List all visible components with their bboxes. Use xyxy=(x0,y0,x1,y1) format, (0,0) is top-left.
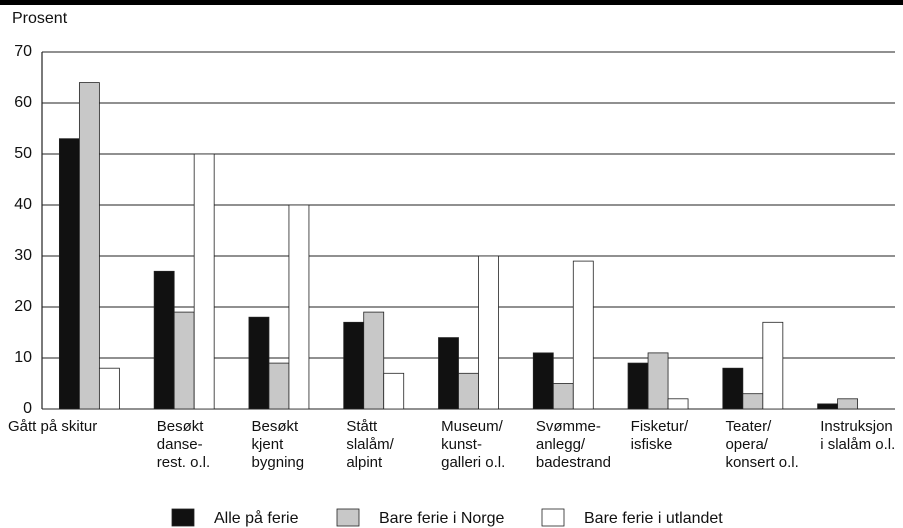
bar xyxy=(478,255,499,410)
bar xyxy=(58,138,80,410)
bar xyxy=(837,398,859,410)
bar xyxy=(268,362,290,410)
bar xyxy=(193,153,215,410)
y-tick-label: 60 xyxy=(14,94,32,111)
bar xyxy=(383,372,405,410)
x-tick-label: Besøkt kjent bygning xyxy=(251,418,305,471)
bar xyxy=(248,316,270,410)
legend-swatch xyxy=(336,508,360,527)
bar xyxy=(817,403,839,410)
bar xyxy=(78,82,100,410)
bar xyxy=(153,270,175,410)
bar xyxy=(552,383,574,410)
bar xyxy=(627,362,649,410)
bar xyxy=(343,321,365,410)
bar xyxy=(363,311,385,410)
bar xyxy=(762,321,784,410)
bar xyxy=(572,260,594,410)
y-axis-label: Prosent xyxy=(12,10,68,27)
bar xyxy=(458,372,479,410)
x-tick-label: Stått slalåm/ alpint xyxy=(346,418,394,471)
x-tick-label: Svømme- anlegg/ badestrand xyxy=(535,418,611,471)
legend-label: Bare ferie i Norge xyxy=(379,510,504,527)
y-tick-label: 30 xyxy=(14,247,32,264)
bar xyxy=(722,367,744,410)
y-tick-label: 70 xyxy=(14,43,32,60)
bar xyxy=(288,204,310,410)
bar xyxy=(667,398,689,410)
y-tick-label: 20 xyxy=(14,298,32,315)
y-tick-label: 50 xyxy=(14,145,32,162)
x-tick-label: Gått på skitur xyxy=(8,418,98,435)
bar xyxy=(438,337,459,410)
x-tick-label: Museum/ kunst- galleri o.l. xyxy=(441,418,506,471)
y-tick-label: 0 xyxy=(23,400,32,417)
bar xyxy=(98,367,120,410)
x-tick-label: Teater/ opera/ konsert o.l. xyxy=(725,418,799,471)
bar xyxy=(532,352,554,410)
x-tick-label: Instruksjon i slalåm o.l. xyxy=(820,418,896,453)
legend-label: Bare ferie i utlandet xyxy=(584,510,723,527)
bar xyxy=(173,311,195,410)
bar xyxy=(742,393,764,410)
bar xyxy=(647,352,669,410)
legend-swatch xyxy=(171,508,195,527)
x-tick-label: Fisketur/ isfiske xyxy=(630,418,689,453)
top-band xyxy=(0,0,903,5)
legend-swatch xyxy=(541,508,565,527)
y-tick-label: 10 xyxy=(14,349,32,366)
legend-label: Alle på ferie xyxy=(214,509,299,527)
y-tick-label: 40 xyxy=(14,196,32,213)
x-tick-label: Besøkt danse- rest. o.l. xyxy=(156,418,211,471)
